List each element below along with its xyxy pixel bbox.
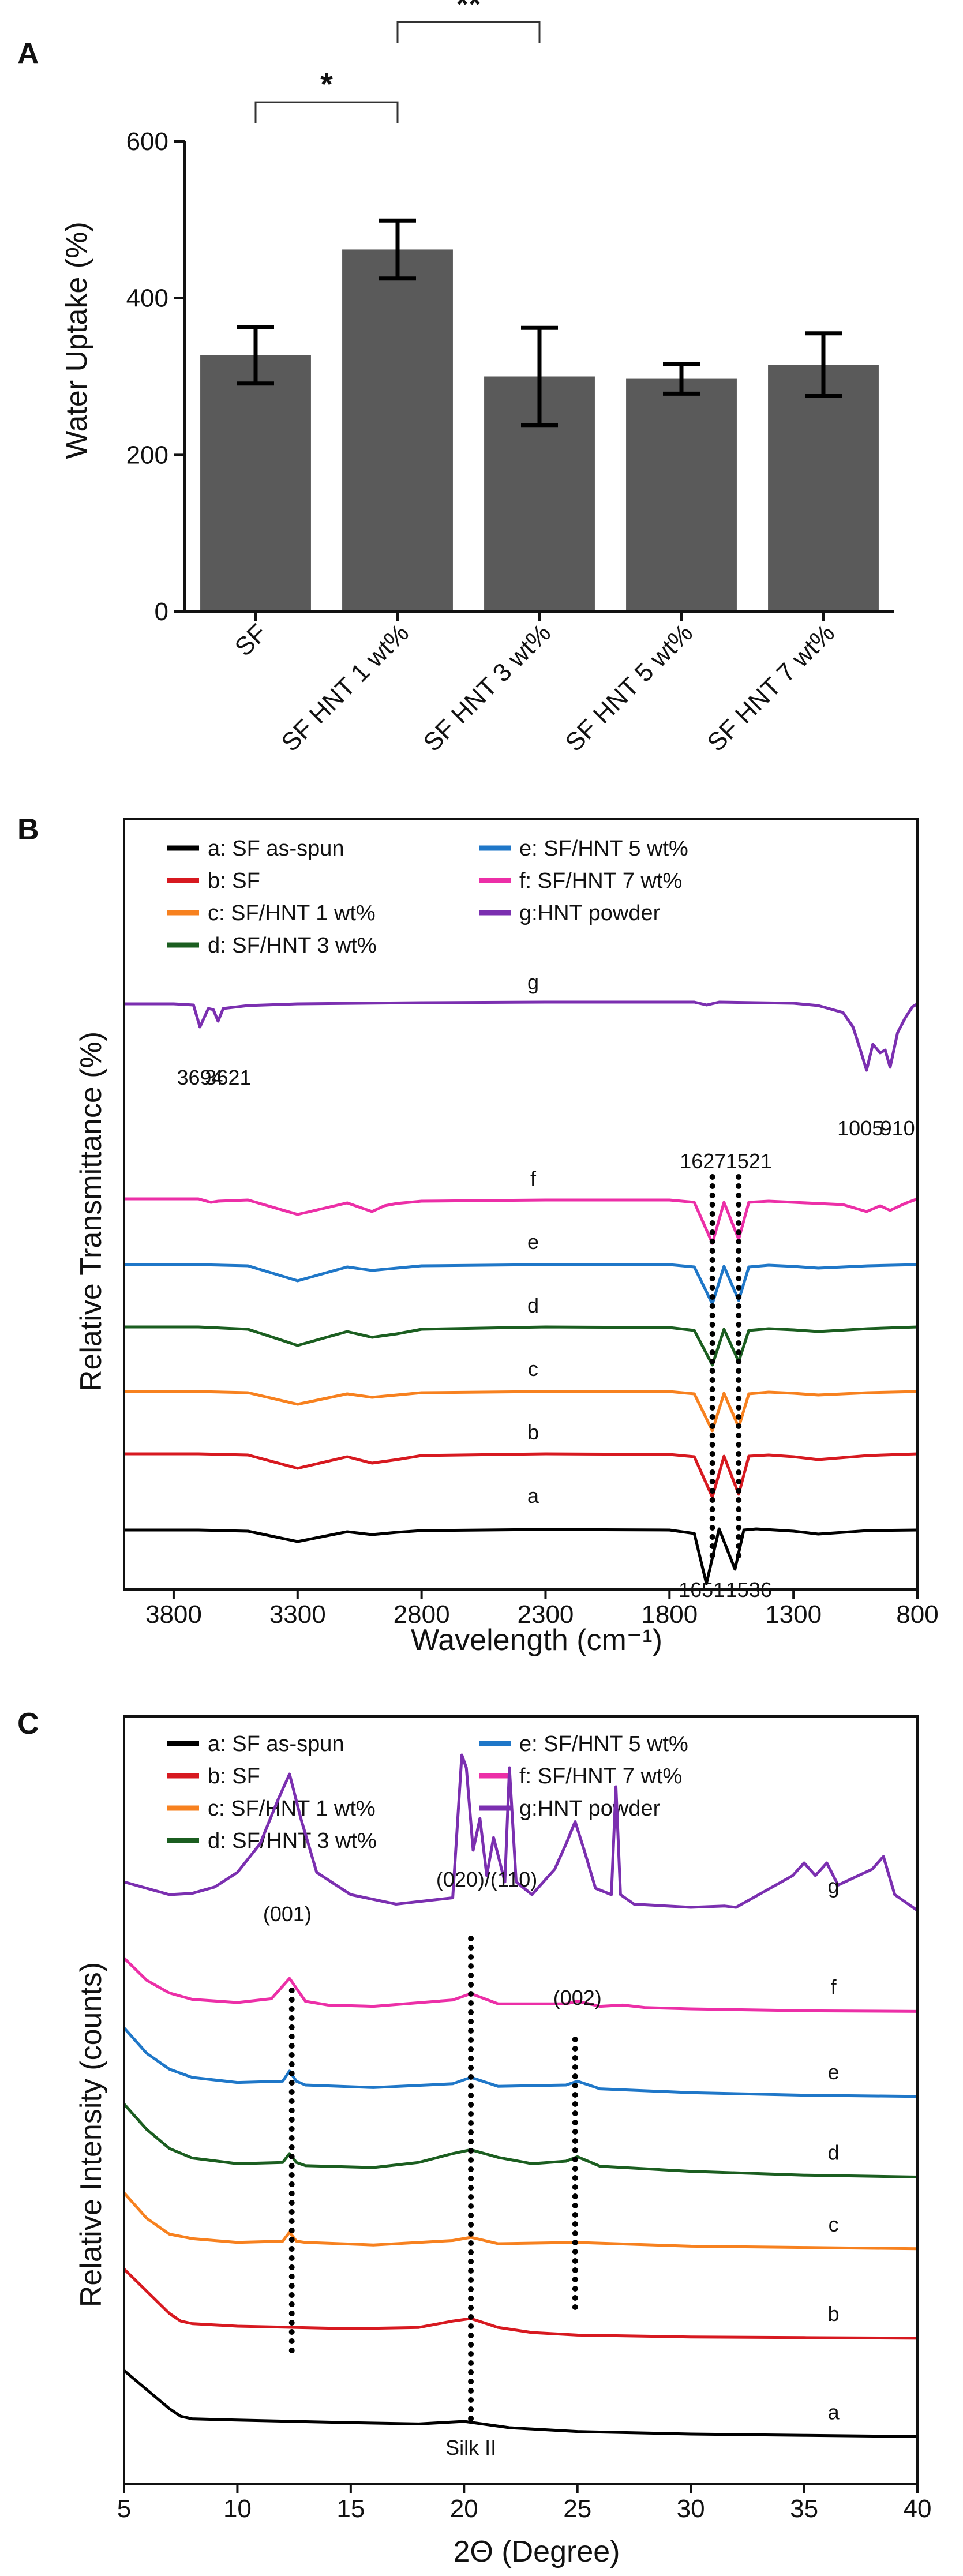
legend-label: d: SF/HNT 3 wt% xyxy=(208,933,377,958)
series-line xyxy=(124,1452,918,1499)
legend-label: c: SF/HNT 1 wt% xyxy=(208,901,376,925)
legend-label: f: SF/HNT 7 wt% xyxy=(519,869,682,893)
x-tick-label: 2300 xyxy=(518,1600,574,1629)
x-tick-label: 3800 xyxy=(145,1600,202,1629)
bar xyxy=(342,249,453,612)
legend-label: a: SF as-spun xyxy=(208,837,344,861)
x-tick-label: 1300 xyxy=(765,1600,822,1629)
x-tick-label: 15 xyxy=(336,2495,365,2523)
series-line xyxy=(123,2268,918,2340)
series-letter: b xyxy=(527,1420,539,1444)
panel-b-ylabel: Relative Transmittance (%) xyxy=(74,1032,108,1392)
panel-c-ylabel: Relative Intensity (counts) xyxy=(74,1962,108,2307)
panel-b-ftir-chart: B Relative Transmittance (%) Wavelength … xyxy=(17,813,939,1657)
panel-c-xrd-chart: C Relative Intensity (counts) 2Θ (Degree… xyxy=(17,1707,931,2568)
legend-label: a: SF as-spun xyxy=(208,1732,344,1756)
series-line xyxy=(123,2103,918,2178)
series-letter: g xyxy=(527,970,539,994)
series-line xyxy=(124,1325,918,1367)
x-tick-label: 10 xyxy=(223,2495,252,2523)
series-letter: c xyxy=(528,1357,538,1381)
y-tick-label: 600 xyxy=(126,128,168,156)
peak-label: 910 xyxy=(880,1116,915,1140)
series-letter: f xyxy=(530,1167,537,1190)
panel-c-xlabel: 2Θ (Degree) xyxy=(454,2535,620,2568)
series-line xyxy=(124,1263,918,1306)
x-tick-label: SF HNT 3 wt% xyxy=(418,618,556,757)
x-tick-label: SF HNT 5 wt% xyxy=(560,618,698,757)
panel-a-label: A xyxy=(17,37,39,70)
legend-label: g:HNT powder xyxy=(519,1797,661,1821)
series-letter: d xyxy=(828,2141,840,2165)
y-tick-label: 400 xyxy=(126,284,168,313)
y-tick-label: 200 xyxy=(126,441,168,469)
series-letter: g xyxy=(828,1874,840,1898)
panel-a-ylabel: Water Uptake (%) xyxy=(60,222,93,459)
panel-c-frame xyxy=(123,1715,919,2485)
significance-bracket xyxy=(254,101,399,123)
x-tick-label: 3300 xyxy=(269,1600,326,1629)
x-tick-label: SF xyxy=(230,618,272,661)
peak-label: Silk II xyxy=(445,2436,496,2459)
bar xyxy=(200,355,311,612)
panel-b-frame xyxy=(123,818,919,1591)
series-line xyxy=(123,1753,919,1912)
series-letter: e xyxy=(527,1230,539,1254)
legend-label: b: SF xyxy=(208,869,260,893)
legend-label: e: SF/HNT 5 wt% xyxy=(519,837,688,861)
x-tick-label: 5 xyxy=(117,2495,131,2523)
series-line xyxy=(123,2369,918,2438)
legend-label: e: SF/HNT 5 wt% xyxy=(519,1732,688,1756)
x-tick-label: 2800 xyxy=(394,1600,450,1629)
x-tick-label: 800 xyxy=(896,1600,938,1629)
bar xyxy=(768,365,879,612)
peak-label: (002) xyxy=(553,1986,602,2009)
x-tick-label: 40 xyxy=(904,2495,932,2523)
series-letter: b xyxy=(828,2302,840,2326)
significance-bracket xyxy=(396,21,541,43)
series-line xyxy=(123,1957,918,2013)
series-letter: a xyxy=(828,2400,840,2424)
significance-label: * xyxy=(320,66,333,102)
series-line xyxy=(123,2192,918,2251)
y-tick-label: 0 xyxy=(155,598,168,626)
series-letter: e xyxy=(828,2060,840,2084)
series-line xyxy=(123,2027,918,2098)
series-line xyxy=(124,1527,918,1585)
series-letter: d xyxy=(527,1293,539,1317)
series-letter: c xyxy=(829,2213,839,2236)
legend-label: c: SF/HNT 1 wt% xyxy=(208,1797,376,1821)
series-letter: a xyxy=(527,1484,539,1508)
x-tick-label: 30 xyxy=(677,2495,705,2523)
peak-label: 1627 xyxy=(680,1149,726,1173)
series-letter: f xyxy=(831,1975,837,1998)
panel-b-xlabel: Wavelength (cm⁻¹) xyxy=(411,1623,662,1657)
legend-label: b: SF xyxy=(208,1764,260,1788)
panel-b-label: B xyxy=(17,813,39,846)
legend-label: d: SF/HNT 3 wt% xyxy=(208,1829,377,1853)
panel-a-bar-chart: A Water Uptake (%) 0 200 400 600 SF SF HNT 1 … xyxy=(17,0,894,757)
peak-label: 1005 xyxy=(837,1116,883,1140)
x-tick-label: SF HNT 7 wt% xyxy=(702,618,840,757)
bar xyxy=(626,378,737,612)
legend-label: g:HNT powder xyxy=(519,901,661,925)
series-line xyxy=(124,1197,918,1245)
legend-label: f: SF/HNT 7 wt% xyxy=(519,1764,682,1788)
significance-label: ** xyxy=(456,0,481,23)
series-line xyxy=(124,1000,919,1072)
peak-label: (001) xyxy=(263,1902,312,1926)
series-line xyxy=(124,1390,918,1433)
x-tick-label: 25 xyxy=(563,2495,591,2523)
x-tick-label: 20 xyxy=(450,2495,478,2523)
x-tick-label: SF HNT 1 wt% xyxy=(276,618,414,757)
x-tick-label: 1800 xyxy=(641,1600,698,1629)
peak-label: 3621 xyxy=(205,1066,251,1089)
peak-label: (020)/(110) xyxy=(436,1868,537,1891)
panel-c-label: C xyxy=(17,1707,39,1741)
peak-label: 1521 xyxy=(726,1149,772,1173)
x-tick-label: 35 xyxy=(790,2495,818,2523)
peak-label: 3694 xyxy=(177,1066,223,1089)
